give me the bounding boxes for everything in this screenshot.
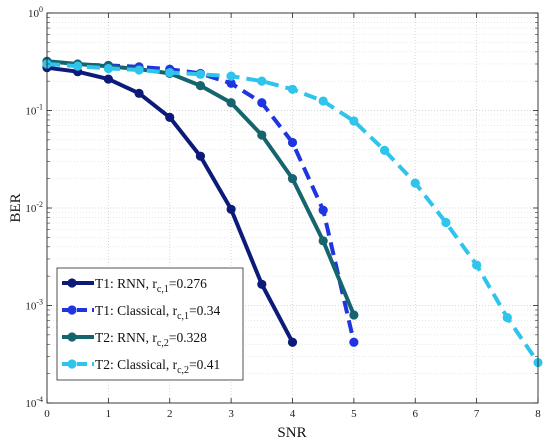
data-point [287,84,298,94]
data-point [195,81,206,91]
legend: T1: RNN, rc,1=0.276 T1: Classical, rc,1=0… [56,267,244,381]
legend-entry: T2: Classical, rc,2=0.41 [95,357,220,376]
data-point [441,217,451,228]
data-point [410,178,420,188]
x-tick-label: 6 [413,408,419,420]
x-tick-label: 2 [167,408,173,420]
y-tick-label: 100 [28,5,43,20]
x-tick-label: 5 [351,408,357,420]
data-point [379,145,390,155]
data-point [349,337,359,347]
data-point [287,137,298,148]
y-tick-label: 10-4 [25,395,43,410]
data-point [257,76,267,86]
y-tick-labels: 100 10-1 10-2 10-3 10-4 [25,5,43,410]
x-tick-labels: 0 1 2 3 4 5 6 7 8 [44,408,541,420]
legend-entry: T1: RNN, rc,1=0.276 [95,276,207,295]
data-point [226,98,236,108]
data-point [103,74,113,84]
data-point [103,63,113,74]
legend-marker [67,332,77,342]
x-tick-label: 7 [474,408,480,420]
x-tick-label: 4 [290,408,296,420]
ticks [46,12,539,404]
data-point [226,71,236,81]
data-point [226,204,236,214]
data-point [134,88,144,98]
data-point [226,78,236,88]
legend-marker [67,359,77,369]
data-point [134,65,144,75]
legend-marker [67,305,77,315]
data-point [257,279,267,289]
x-tick-label: 1 [106,408,112,420]
data-point [287,174,298,184]
data-point [349,116,359,126]
x-axis-label: SNR [277,425,306,441]
data-point [472,260,482,270]
data-point [165,112,175,122]
x-tick-label: 0 [44,408,50,420]
legend-entry: T1: Classical, rc,1=0.34 [95,303,221,322]
x-tick-label: 3 [228,408,234,420]
data-point [195,151,206,161]
series-layer [42,56,543,368]
y-tick-label: 10-2 [25,200,43,215]
data-point [287,337,298,347]
x-tick-label: 8 [535,408,541,420]
legend-entry: T2: RNN, rc,2=0.328 [95,330,207,349]
data-point [73,61,83,71]
y-tick-label: 10-1 [25,103,43,118]
legend-box [56,267,244,381]
data-point [349,310,359,320]
legend-marker [67,278,77,288]
data-point [257,98,267,108]
data-point [195,69,206,79]
data-point [165,67,175,78]
y-axis-label: BER [8,193,24,222]
data-point [318,236,328,246]
data-point [318,205,328,215]
data-point [257,130,267,140]
y-tick-label: 10-3 [25,298,43,313]
data-point [318,96,328,106]
data-point [502,313,512,323]
